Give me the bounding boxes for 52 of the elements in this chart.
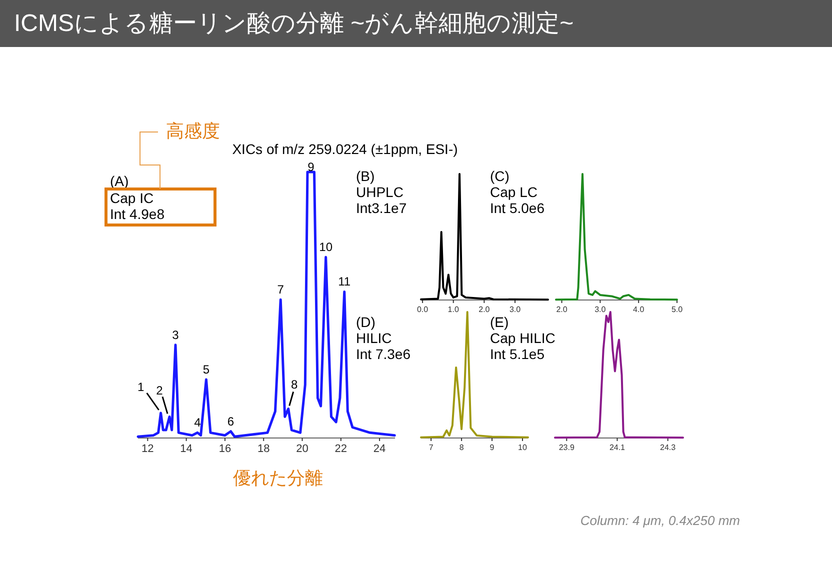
text: Column: 4 μm, 0.4x250 mm bbox=[580, 513, 740, 528]
annotation: Cap LC bbox=[490, 184, 538, 200]
text: 高感度 bbox=[166, 121, 220, 141]
x-tick-label: 18 bbox=[257, 443, 270, 455]
x-tick-label: 24.1 bbox=[609, 443, 626, 452]
x-tick-label: 3.0 bbox=[509, 305, 522, 314]
annotation: Int3.1e7 bbox=[356, 200, 407, 216]
chart-title: ICMSによる糖ーリン酸の分離 ~がん幹細胞の測定~ bbox=[14, 10, 574, 37]
annotation: Cap IC bbox=[110, 190, 154, 206]
x-tick-label: 24 bbox=[373, 443, 386, 455]
x-tick-label: 2.0 bbox=[556, 305, 568, 314]
annotation: 1 bbox=[137, 380, 144, 394]
annotation: 4 bbox=[194, 416, 202, 430]
x-tick-label: 0.0 bbox=[416, 305, 429, 314]
x-tick-label: 10 bbox=[518, 443, 528, 452]
annotation: Int 5.1e5 bbox=[490, 346, 545, 362]
annotation: (D) bbox=[356, 314, 376, 330]
annotation: (C) bbox=[490, 168, 510, 184]
x-tick-label: 1.0 bbox=[448, 305, 460, 314]
x-tick-label: 14 bbox=[180, 443, 192, 455]
annotation: 11 bbox=[338, 274, 351, 289]
x-tick-label: 3.0 bbox=[594, 305, 606, 314]
annotation: UHPLC bbox=[356, 184, 404, 200]
x-tick-label: 23.9 bbox=[558, 443, 575, 452]
annotation: Int 4.9e8 bbox=[110, 206, 165, 222]
annotation: 5 bbox=[202, 362, 210, 376]
annotation: Cap HILIC bbox=[490, 330, 556, 346]
text: 優れた分離 bbox=[233, 468, 323, 488]
annotation: HILIC bbox=[356, 330, 392, 346]
annotation: 7 bbox=[277, 282, 284, 297]
x-tick-label: 12 bbox=[142, 443, 154, 455]
annotation: 2 bbox=[156, 384, 164, 398]
x-tick-label: 8 bbox=[459, 443, 464, 452]
annotation: 9 bbox=[308, 160, 315, 174]
x-tick-label: 22 bbox=[334, 443, 348, 455]
annotation: 10 bbox=[319, 240, 333, 254]
x-tick-label: 5.0 bbox=[671, 305, 684, 314]
chart-subtitle: XICs of m/z 259.0224 (±1ppm, ESI-) bbox=[232, 141, 458, 157]
annotation: 6 bbox=[227, 414, 234, 428]
annotation: Int 7.3e6 bbox=[356, 346, 411, 362]
annotation: 8 bbox=[290, 378, 298, 392]
x-tick-label: 9 bbox=[490, 443, 495, 452]
annotation: 3 bbox=[172, 328, 180, 342]
x-tick-label: 16 bbox=[218, 443, 232, 455]
annotation: (B) bbox=[356, 168, 375, 184]
x-tick-label: 4.0 bbox=[633, 305, 645, 314]
annotation: (E) bbox=[490, 314, 509, 330]
x-tick-label: 7 bbox=[428, 443, 434, 452]
x-tick-label: 20 bbox=[296, 443, 308, 455]
x-tick-label: 2.0 bbox=[478, 305, 490, 314]
annotation: Int 5.0e6 bbox=[490, 200, 545, 216]
x-tick-label: 24.3 bbox=[660, 443, 676, 452]
